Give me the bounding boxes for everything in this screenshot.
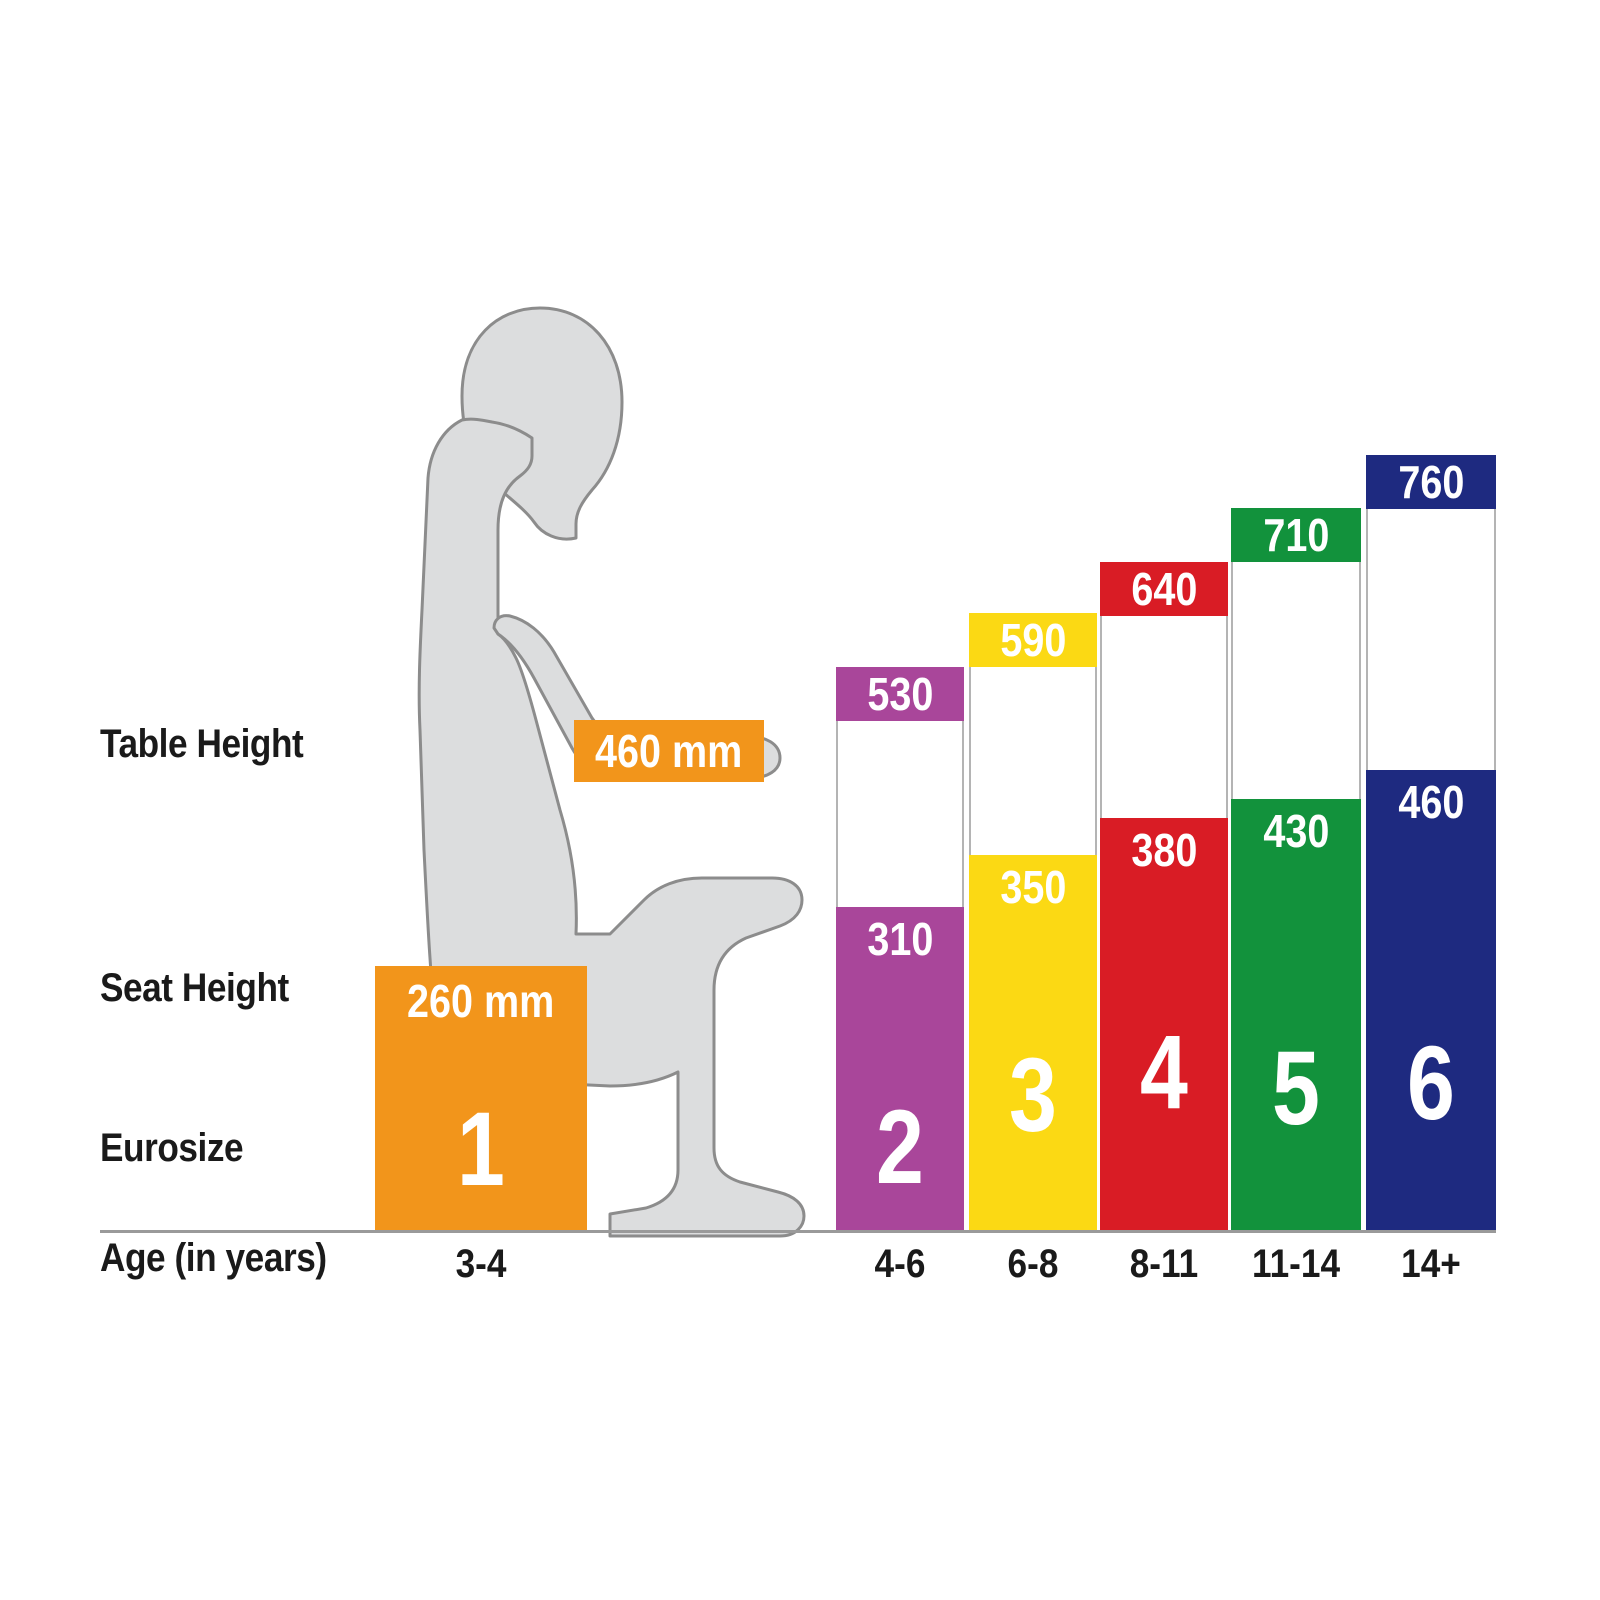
bar-3-table-height-value: 590 xyxy=(999,614,1067,666)
bar-eurosize-6[interactable]: 760 460 6 xyxy=(1366,455,1496,1232)
row-label-table-height: Table Height xyxy=(100,722,304,766)
age-label-1: 3-4 xyxy=(455,1242,507,1286)
bar-2-eurosize-value: 2 xyxy=(876,1088,924,1206)
bar-eurosize-3[interactable]: 590 350 3 xyxy=(969,613,1097,1232)
bar-eurosize-4[interactable]: 640 380 4 xyxy=(1100,562,1228,1232)
age-label-2: 4-6 xyxy=(874,1242,926,1286)
bar-4-eurosize-value: 4 xyxy=(1140,1013,1188,1131)
bar-4-table-height-value: 640 xyxy=(1130,563,1198,615)
bar-1-seat-height-callout: 260 mm xyxy=(375,972,587,1030)
bar-6-eurosize-value: 6 xyxy=(1407,1024,1455,1142)
bar-6-seat-height-band: 460 6 xyxy=(1366,770,1496,1232)
bar-1-eurosize-value: 1 xyxy=(457,1090,505,1208)
bar-1-table-height-value: 460 mm xyxy=(595,725,743,777)
age-label-4: 8-11 xyxy=(1129,1242,1199,1286)
baseline-axis xyxy=(100,1230,1496,1233)
age-label-3: 6-8 xyxy=(1007,1242,1059,1286)
bar-3-eurosize-value: 3 xyxy=(1009,1036,1057,1154)
bar-5-table-height-value: 710 xyxy=(1262,509,1330,561)
bar-3-seat-height-value: 350 xyxy=(999,861,1067,913)
bar-3-seat-height-band: 350 3 xyxy=(969,855,1097,1232)
bar-2-seat-height-band: 310 2 xyxy=(836,907,964,1232)
row-label-seat-height: Seat Height xyxy=(100,966,289,1010)
bar-6-table-height-value: 760 xyxy=(1397,456,1465,508)
bar-5-eurosize-value: 5 xyxy=(1272,1029,1320,1147)
bar-2-table-height-band: 530 xyxy=(836,667,964,721)
bar-6-table-height-band: 760 xyxy=(1366,455,1496,509)
bar-5-seat-height-band: 430 5 xyxy=(1231,799,1361,1232)
bar-1-seat-height-value: 260 mm xyxy=(407,975,555,1027)
row-label-age: Age (in years) xyxy=(100,1236,327,1280)
bar-5-table-height-band: 710 xyxy=(1231,508,1361,562)
age-label-5: 11-14 xyxy=(1251,1242,1341,1286)
bar-4-seat-height-band: 380 4 xyxy=(1100,818,1228,1232)
age-label-6: 14+ xyxy=(1401,1242,1461,1286)
bar-2-table-height-value: 530 xyxy=(866,668,934,720)
bar-eurosize-5[interactable]: 710 430 5 xyxy=(1231,508,1361,1232)
bar-2-seat-height-value: 310 xyxy=(866,913,934,965)
row-label-eurosize: Eurosize xyxy=(100,1126,244,1170)
bar-4-table-height-band: 640 xyxy=(1100,562,1228,616)
bar-6-seat-height-value: 460 xyxy=(1397,776,1465,828)
bar-5-seat-height-value: 430 xyxy=(1262,805,1330,857)
bar-1-table-height-callout: 460 mm xyxy=(574,720,764,782)
bar-eurosize-2[interactable]: 530 310 2 xyxy=(836,667,964,1232)
bar-4-seat-height-value: 380 xyxy=(1130,824,1198,876)
bar-3-table-height-band: 590 xyxy=(969,613,1097,667)
